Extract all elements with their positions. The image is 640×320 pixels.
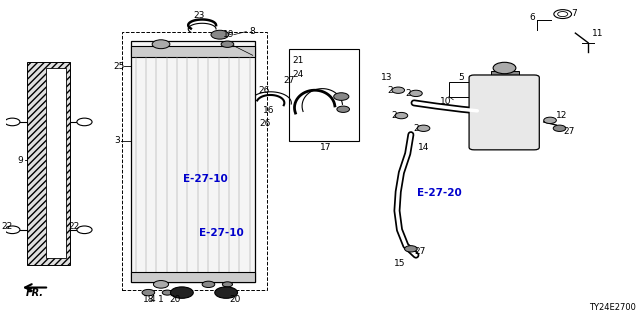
Bar — [27, 62, 70, 265]
Bar — [131, 41, 255, 282]
Text: 22: 22 — [2, 222, 13, 231]
Circle shape — [333, 93, 349, 100]
Circle shape — [202, 281, 215, 288]
Text: 2: 2 — [406, 89, 411, 98]
Circle shape — [410, 90, 422, 97]
Circle shape — [4, 226, 20, 234]
Text: 2: 2 — [391, 111, 397, 120]
Text: 15: 15 — [394, 259, 405, 268]
Circle shape — [152, 40, 170, 49]
Text: E-27-10: E-27-10 — [199, 228, 243, 238]
Text: 2: 2 — [413, 124, 419, 133]
Text: FR.: FR. — [26, 288, 44, 298]
Text: 4: 4 — [150, 295, 156, 304]
Text: 23: 23 — [193, 11, 205, 20]
Circle shape — [77, 226, 92, 234]
Circle shape — [557, 12, 568, 17]
Bar — [122, 32, 268, 290]
Text: 5: 5 — [459, 73, 465, 82]
Text: 7: 7 — [572, 9, 577, 18]
Text: 21: 21 — [292, 56, 304, 65]
Bar — [491, 71, 519, 77]
Circle shape — [544, 117, 556, 124]
Circle shape — [417, 125, 430, 132]
Circle shape — [392, 87, 404, 93]
Circle shape — [554, 10, 572, 19]
Text: 26: 26 — [260, 119, 271, 128]
Bar — [131, 272, 255, 282]
Circle shape — [211, 30, 228, 39]
Circle shape — [4, 118, 20, 126]
Text: 2: 2 — [388, 86, 394, 95]
Text: TY24E2700: TY24E2700 — [589, 303, 636, 312]
Text: 17: 17 — [320, 143, 332, 152]
Text: 6: 6 — [529, 13, 535, 22]
Text: 12: 12 — [556, 111, 567, 120]
Circle shape — [142, 289, 155, 296]
Text: 27: 27 — [283, 76, 294, 85]
Text: 13: 13 — [381, 73, 392, 82]
Text: 20: 20 — [169, 295, 180, 304]
Text: 3: 3 — [114, 136, 120, 146]
Circle shape — [154, 281, 168, 288]
Circle shape — [553, 125, 566, 132]
Circle shape — [222, 282, 232, 287]
Text: 24: 24 — [292, 70, 304, 79]
Circle shape — [215, 287, 237, 298]
Text: 11: 11 — [592, 28, 604, 38]
Text: 19: 19 — [223, 30, 234, 39]
Text: 27: 27 — [563, 127, 575, 136]
Bar — [131, 46, 255, 57]
Text: E-27-10: E-27-10 — [183, 174, 228, 184]
Bar — [449, 82, 474, 97]
Text: 10: 10 — [440, 97, 451, 106]
FancyBboxPatch shape — [469, 75, 540, 150]
Bar — [46, 68, 66, 258]
Text: 1: 1 — [158, 295, 164, 304]
Circle shape — [493, 62, 516, 74]
Text: 16: 16 — [263, 106, 275, 115]
Circle shape — [221, 41, 234, 47]
Text: 8: 8 — [250, 27, 255, 36]
Text: 20: 20 — [229, 295, 241, 304]
Circle shape — [170, 287, 193, 298]
Circle shape — [395, 112, 408, 119]
Text: 14: 14 — [418, 143, 429, 152]
Text: 18: 18 — [143, 295, 154, 304]
Circle shape — [77, 118, 92, 126]
Text: 27: 27 — [414, 247, 426, 257]
Text: 9: 9 — [17, 156, 23, 164]
Text: 25: 25 — [113, 62, 124, 71]
Text: 22: 22 — [68, 222, 80, 231]
Text: E-27-20: E-27-20 — [417, 188, 461, 198]
Circle shape — [163, 290, 172, 295]
Circle shape — [404, 246, 417, 252]
Text: 26: 26 — [259, 86, 270, 95]
Circle shape — [337, 106, 349, 112]
Bar — [289, 49, 359, 141]
